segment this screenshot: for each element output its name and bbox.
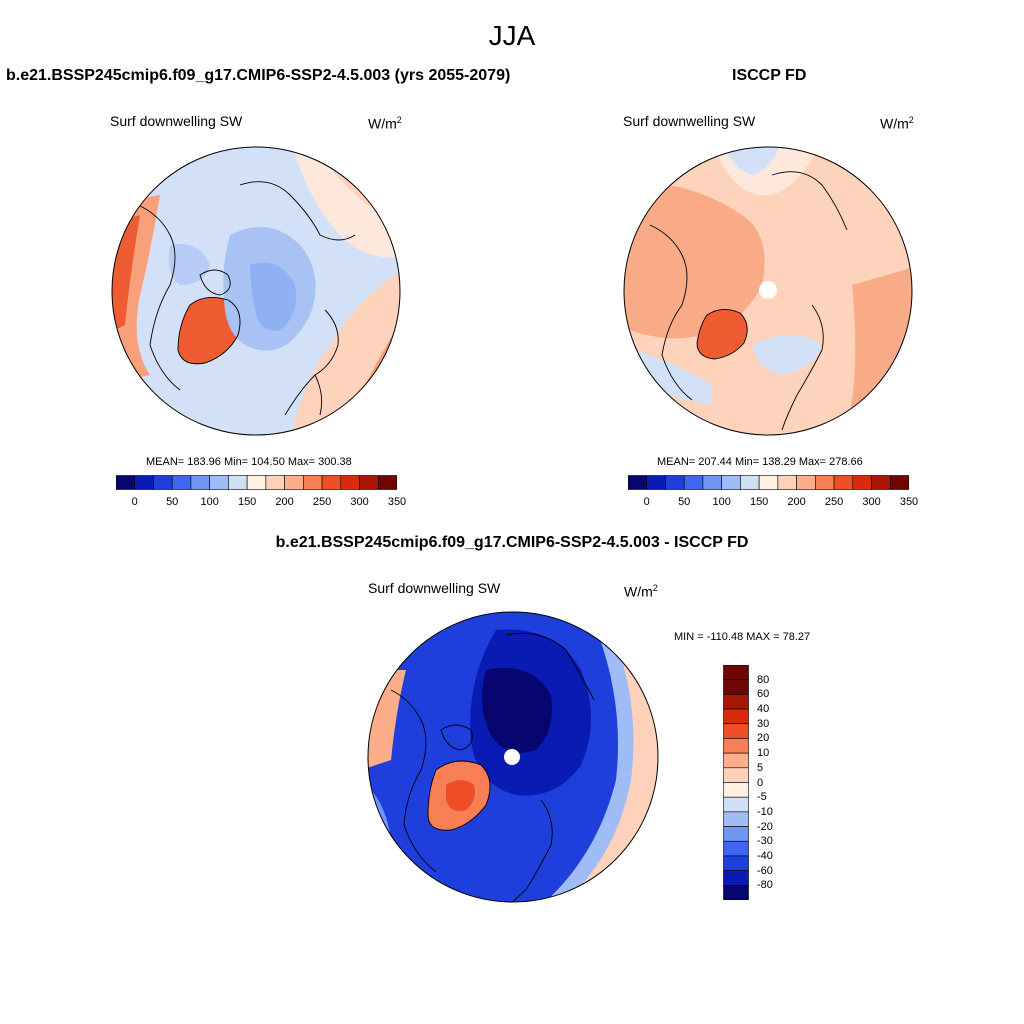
colorbar-swatch [284,475,304,490]
colorbar-swatch [723,752,749,769]
colorbar-swatch [723,870,749,886]
diff-colorbar-ticks: 80 60 40 30 20 10 5 0 -5 -10 -20 -30 -40 -60 -80 [757,665,797,900]
colorbar-swatch [340,475,360,490]
model-colorbar [116,475,397,490]
colorbar-swatch [209,475,229,490]
colorbar-tick-label: 40 [757,703,770,716]
colorbar-swatch [852,475,872,490]
colorbar-swatch [758,475,779,490]
colorbar-tick-label: 300 [862,496,881,508]
colorbar-swatch [246,475,267,490]
colorbar-tick-label: 350 [387,496,407,508]
colorbar-swatch [777,475,797,490]
colorbar-tick-label: 50 [166,496,179,508]
colorbar-swatch [153,475,173,490]
colorbar-swatch [721,475,741,490]
model-units-label: W/m2 [368,115,402,132]
colorbar-swatch [740,475,760,490]
diff-stats-text: MIN = -110.48 MAX = 78.27 [674,631,811,643]
colorbar-tick-label: -30 [757,835,773,848]
colorbar-tick-label: 50 [678,496,691,508]
colorbar-tick-label: 250 [312,496,332,508]
colorbar-swatch [723,796,749,813]
obs-units-label: W/m2 [880,115,914,132]
colorbar-tick-label: 200 [787,496,806,508]
diff-panel-title: b.e21.BSSP245cmip6.f09_g17.CMIP6-SSP2-4.… [275,534,749,551]
colorbar-swatch [359,475,379,490]
obs-polar-map [623,146,913,436]
colorbar-swatch [723,665,749,680]
colorbar-tick-label: -10 [757,805,773,818]
colorbar-swatch [723,694,749,710]
colorbar-tick-label: 0 [643,496,650,508]
colorbar-tick-label: -60 [757,864,773,877]
colorbar-swatch [815,475,835,490]
colorbar-tick-label: 80 [757,673,770,686]
obs-panel-title: ISCCP FD [732,67,807,84]
colorbar-swatch [723,826,749,842]
colorbar-swatch [871,475,891,490]
colorbar-swatch [303,475,323,490]
model-panel-title: b.e21.BSSP245cmip6.f09_g17.CMIP6-SSP2-4.… [6,67,511,84]
colorbar-tick-label: -40 [757,849,773,862]
colorbar-tick-label: 60 [757,688,770,701]
colorbar-swatch [723,855,749,871]
colorbar-tick-label: 100 [200,496,219,508]
colorbar-tick-label: -5 [757,791,767,804]
colorbar-tick-label: 250 [824,496,844,508]
colorbar-tick-label: 30 [757,717,770,730]
model-polar-map [111,146,401,436]
colorbar-tick-label: 100 [712,496,731,508]
figure-title: JJA [488,20,536,51]
colorbar-swatch [723,738,749,754]
colorbar-tick-label: 150 [237,496,257,508]
obs-stats-text: MEAN= 207.44 Min= 138.29 Max= 278.66 [657,456,863,468]
colorbar-swatch [723,811,749,827]
colorbar-tick-label: 5 [757,761,764,774]
colorbar-tick-label: 150 [749,496,769,508]
colorbar-swatch [833,475,854,490]
colorbar-tick-label: -20 [757,820,773,833]
colorbar-swatch [723,782,749,798]
colorbar-swatch [134,475,154,490]
obs-colorbar-ticks: 0 50 100 150 200 250 300 350 [628,496,919,510]
colorbar-swatch [796,475,816,490]
colorbar-swatch [116,475,136,490]
obs-variable-label: Surf downwelling SW [623,113,756,129]
colorbar-swatch [683,475,704,490]
colorbar-tick-label: 200 [275,496,294,508]
diff-colorbar [723,665,749,900]
colorbar-tick-label: 20 [757,732,770,745]
colorbar-swatch [265,475,285,490]
colorbar-tick-label: 0 [757,776,764,789]
colorbar-swatch [723,708,749,725]
colorbar-swatch [723,679,749,695]
colorbar-swatch [171,475,192,490]
colorbar-swatch [723,840,749,857]
model-stats-text: MEAN= 183.96 Min= 104.50 Max= 300.38 [146,456,352,468]
colorbar-swatch [228,475,248,490]
model-colorbar-ticks: 0 50 100 150 200 250 300 350 [116,496,407,510]
diff-units-label: W/m2 [624,583,658,600]
colorbar-swatch [723,723,749,739]
colorbar-tick-label: -80 [757,879,773,892]
colorbar-tick-label: 10 [757,747,770,760]
colorbar-swatch [190,475,210,490]
colorbar-swatch [723,767,749,783]
colorbar-swatch [321,475,342,490]
diff-variable-label: Surf downwelling SW [368,580,501,596]
colorbar-swatch [665,475,685,490]
diff-polar-map [367,611,659,903]
colorbar-tick-label: 0 [131,496,138,508]
colorbar-swatch [646,475,666,490]
colorbar-swatch [702,475,722,490]
obs-colorbar [628,475,909,490]
colorbar-swatch [377,475,397,490]
colorbar-swatch [628,475,648,490]
colorbar-swatch [889,475,909,490]
model-variable-label: Surf downwelling SW [110,113,243,129]
colorbar-swatch [723,885,749,900]
colorbar-tick-label: 350 [899,496,919,508]
colorbar-tick-label: 300 [350,496,369,508]
